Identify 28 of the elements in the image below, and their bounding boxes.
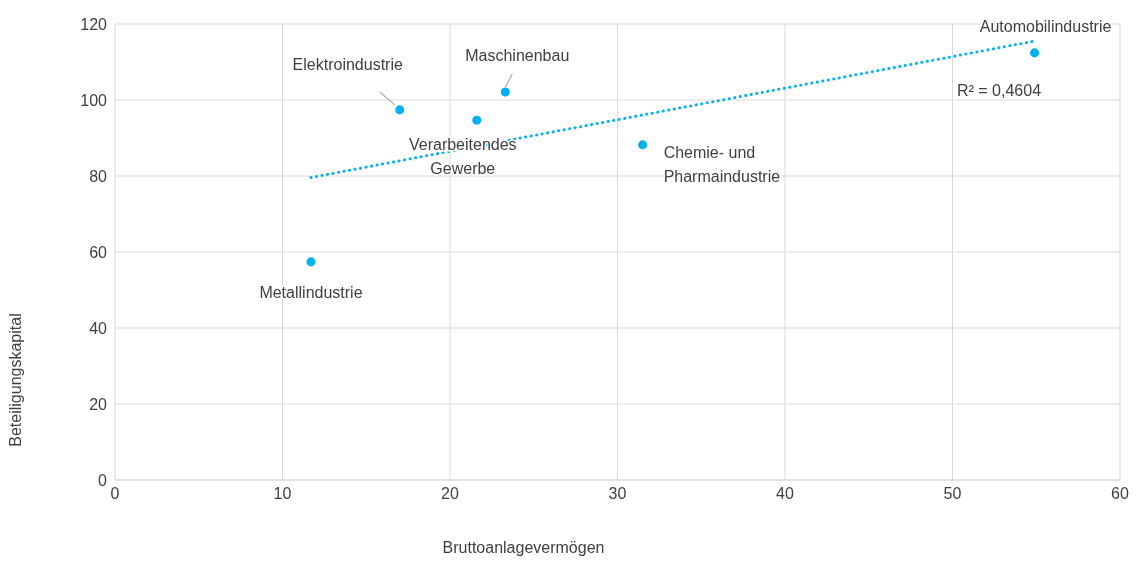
y-tick-label: 120 <box>80 15 108 33</box>
point <box>395 105 405 115</box>
point <box>306 257 316 267</box>
x-tick-label: 0 <box>110 485 120 503</box>
x-tick-label: 30 <box>608 485 627 503</box>
annotation: Metallindustrie <box>259 283 363 301</box>
point <box>1030 48 1040 58</box>
y-tick-label: 40 <box>89 319 108 337</box>
y-tick-label: 80 <box>89 167 108 185</box>
point <box>472 115 482 125</box>
y-tick-label: 20 <box>89 395 108 413</box>
x-tick-label: 60 <box>1111 485 1129 503</box>
x-tick-label: 20 <box>441 485 459 503</box>
point <box>638 140 648 150</box>
x-tick-label: 50 <box>943 485 962 503</box>
x-axis-title: Bruttoanlagevermögen <box>442 539 605 556</box>
x-tick-label: 10 <box>273 485 292 503</box>
annotation: Maschinenbau <box>465 47 570 65</box>
y-axis-title: Beteiligungskapital <box>6 313 24 447</box>
y-tick-label: 0 <box>98 471 108 489</box>
annotation: Automobilindustrie <box>979 17 1112 35</box>
annotation: R² = 0,4604 <box>957 82 1042 100</box>
y-tick-label: 100 <box>80 91 108 109</box>
y-tick-label: 60 <box>89 243 108 261</box>
annotation: Elektroindustrie <box>292 55 403 73</box>
annotation: Chemie- und Pharmaindustrie <box>663 143 781 185</box>
x-tick-label: 40 <box>776 485 794 503</box>
point <box>500 87 510 97</box>
